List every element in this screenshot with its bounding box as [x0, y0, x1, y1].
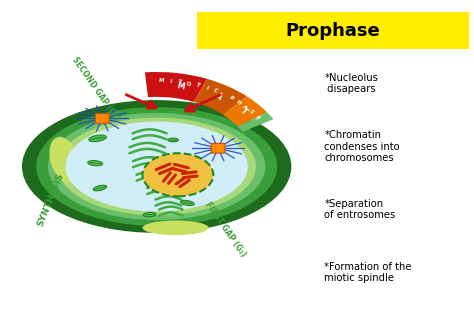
- Ellipse shape: [93, 185, 107, 191]
- Text: P: P: [228, 95, 234, 102]
- Ellipse shape: [88, 161, 103, 166]
- Text: INTERPHASE: INTERPHASE: [117, 249, 196, 259]
- Wedge shape: [223, 96, 267, 127]
- Text: I: I: [205, 86, 209, 91]
- Text: FIRST GAP (G₁): FIRST GAP (G₁): [203, 200, 247, 258]
- Text: A: A: [214, 92, 224, 102]
- Text: MI: MI: [193, 68, 205, 77]
- Text: E: E: [254, 114, 260, 120]
- Ellipse shape: [48, 113, 265, 220]
- Wedge shape: [194, 79, 247, 115]
- Text: C: C: [212, 88, 218, 94]
- Text: T: T: [238, 107, 249, 117]
- Text: SYNTHESIS: SYNTHESIS: [36, 171, 65, 228]
- Text: T: T: [177, 79, 182, 85]
- Ellipse shape: [143, 212, 156, 217]
- Text: I: I: [169, 79, 172, 84]
- FancyBboxPatch shape: [197, 12, 469, 49]
- Ellipse shape: [143, 153, 213, 196]
- Text: T: T: [195, 83, 201, 89]
- Ellipse shape: [168, 138, 178, 142]
- Wedge shape: [145, 72, 207, 102]
- Text: A: A: [242, 104, 248, 110]
- Text: M: M: [158, 78, 164, 83]
- FancyBboxPatch shape: [95, 114, 109, 123]
- Text: *Chromatin
condenses into
chromosomes: *Chromatin condenses into chromosomes: [324, 130, 400, 163]
- Text: S: S: [248, 109, 255, 115]
- Wedge shape: [238, 112, 273, 132]
- Ellipse shape: [57, 118, 256, 215]
- Ellipse shape: [143, 220, 209, 235]
- Ellipse shape: [65, 122, 248, 211]
- Text: H: H: [235, 99, 241, 106]
- Ellipse shape: [36, 107, 277, 226]
- Text: *Nucleolus
 disapears: *Nucleolus disapears: [324, 73, 378, 94]
- Text: Prophase: Prophase: [285, 22, 380, 40]
- Text: *Formation of the
miotic spindle: *Formation of the miotic spindle: [324, 262, 412, 283]
- Ellipse shape: [49, 137, 80, 183]
- Text: O: O: [186, 81, 191, 87]
- Text: *Separation
of entrosomes: *Separation of entrosomes: [324, 199, 396, 220]
- Ellipse shape: [89, 135, 106, 142]
- Ellipse shape: [22, 100, 292, 233]
- Ellipse shape: [181, 200, 194, 205]
- Text: SECOND GAP (G₂): SECOND GAP (G₂): [70, 55, 120, 122]
- FancyBboxPatch shape: [211, 144, 225, 153]
- Text: M: M: [176, 81, 186, 92]
